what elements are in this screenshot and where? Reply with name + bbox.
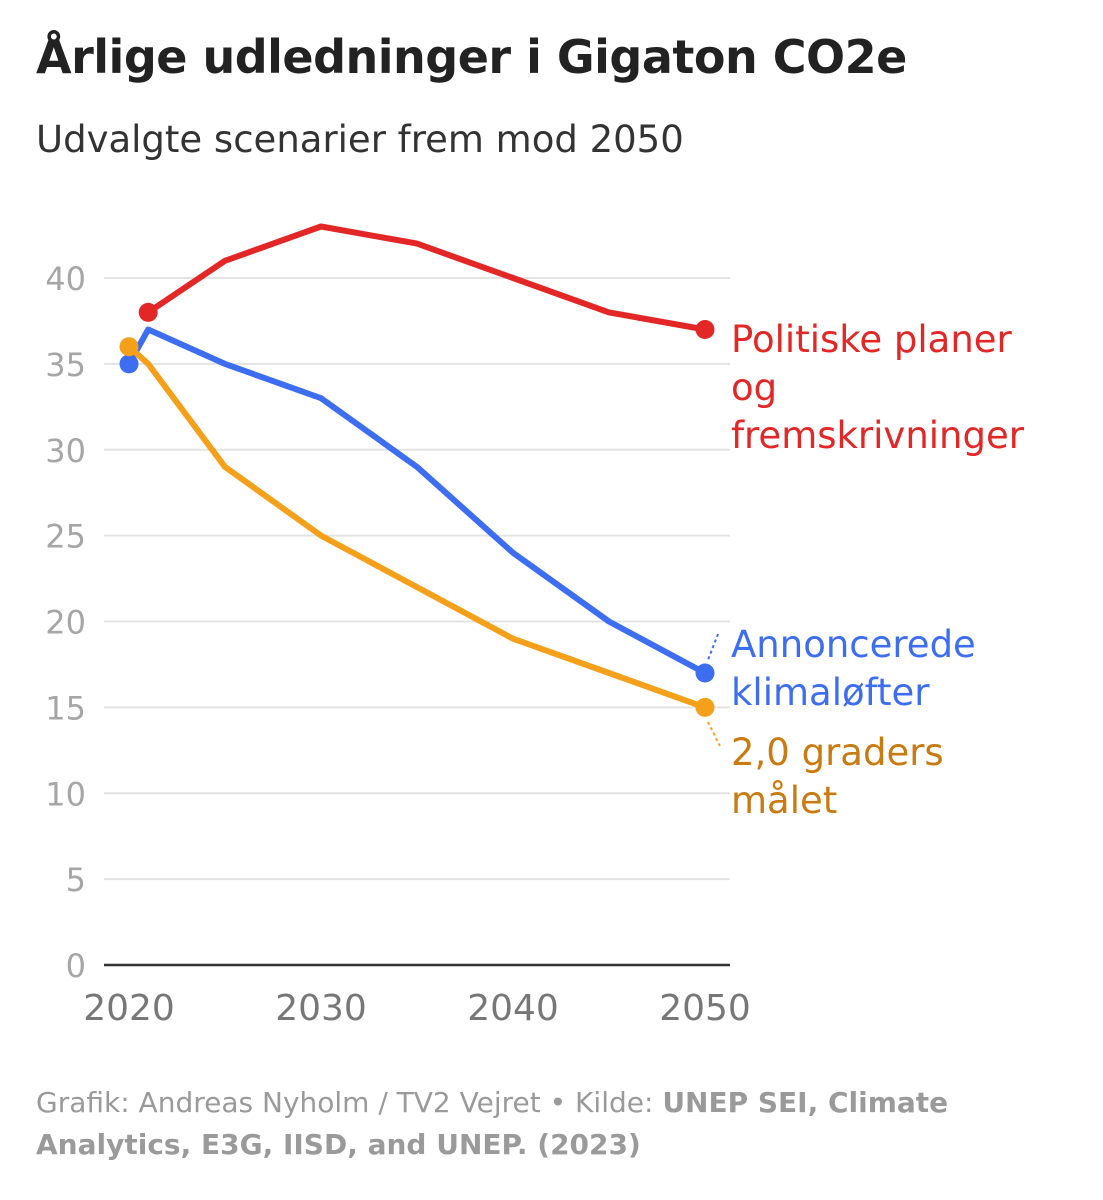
y-tick-label: 35 <box>45 346 86 384</box>
y-tick-label: 25 <box>45 518 86 556</box>
y-tick-label: 0 <box>66 947 86 985</box>
chart-title: Årlige udledninger i Gigaton CO2e <box>36 30 907 84</box>
x-tick-label: 2050 <box>659 988 751 1029</box>
series-label-leader-1 <box>707 633 719 661</box>
series-label-0: Politiske planer og fremskrivninger <box>731 318 1025 457</box>
grid <box>104 277 730 881</box>
series-label-line: klimaløfter <box>731 671 930 714</box>
series-2-end-point <box>695 697 715 717</box>
series-1-start-point <box>119 354 139 374</box>
series-label-line: Annoncerede <box>731 623 976 666</box>
x-tick-label: 2030 <box>275 988 367 1029</box>
series-label-line: Politiske planer <box>731 318 1013 361</box>
series-labels: Politiske planer og fremskrivninger Annonce… <box>707 318 1025 822</box>
series-label-line: målet <box>731 779 837 822</box>
series-label-2: 2,0 graders målet <box>731 731 944 822</box>
y-tick-label: 10 <box>45 775 86 813</box>
series-label-line: fremskrivninger <box>731 414 1025 457</box>
series-label-1: Annoncerede klimaløfter <box>731 623 976 714</box>
series-label-line: og <box>731 366 777 409</box>
chart-subtitle: Udvalgte scenarier frem mod 2050 <box>36 118 684 161</box>
series-line-1 <box>126 326 708 676</box>
series-line-0 <box>145 223 708 333</box>
series-1-end-point <box>695 663 715 683</box>
footer-credit: Grafik: Andreas Nyholm / TV2 Vejret • Ki… <box>36 1082 1076 1166</box>
y-tick-label: 20 <box>45 604 86 642</box>
series-0-start-point <box>138 302 158 322</box>
x-axis: 2020 2030 2040 2050 <box>83 963 751 1029</box>
series-label-leader-2 <box>707 721 721 747</box>
series-label-line: 2,0 graders <box>731 731 944 774</box>
series-line-2 <box>126 343 708 711</box>
series-2-start-point <box>119 337 139 357</box>
x-tick-label: 2040 <box>467 988 559 1029</box>
y-tick-label: 30 <box>45 432 86 470</box>
series-lines <box>119 223 715 717</box>
y-tick-label: 15 <box>45 689 86 727</box>
series-0-end-point <box>695 320 715 340</box>
y-axis: 0 5 10 15 20 25 30 35 40 <box>45 260 86 985</box>
line-chart: 0 5 10 15 20 25 30 35 40 2020 2030 2040 2050 Politi… <box>45 223 1025 1029</box>
y-tick-label: 40 <box>45 260 86 298</box>
footer-credit-text: Grafik: Andreas Nyholm / TV2 Vejret • Ki… <box>36 1086 663 1119</box>
x-tick-label: 2020 <box>83 988 175 1029</box>
y-tick-label: 5 <box>66 861 86 899</box>
footer-source: UNEP SEI, Climate Analytics, E3G, IISD, … <box>36 1086 949 1161</box>
